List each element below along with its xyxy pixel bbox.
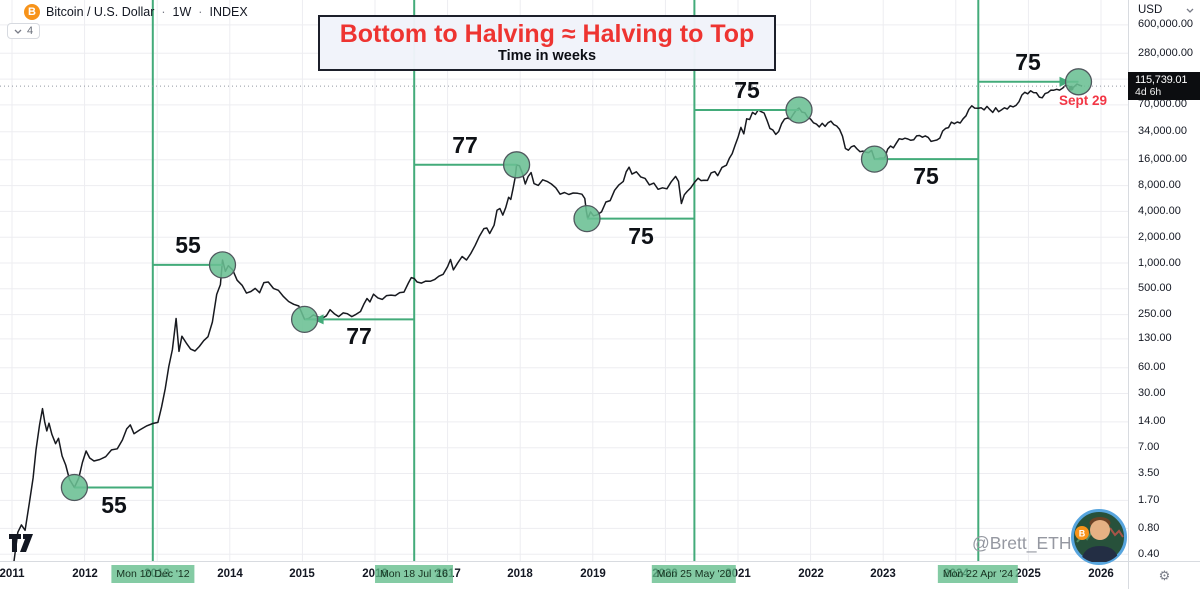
exchange-label: INDEX xyxy=(209,5,248,19)
axis-settings-corner[interactable]: ⚙ xyxy=(1128,562,1200,589)
price-tick-label: 8,000.00 xyxy=(1138,179,1181,191)
year-tick-label: 2012 xyxy=(72,568,98,580)
symbol-legend[interactable]: B Bitcoin / U.S. Dollar · 1W · INDEX xyxy=(24,4,248,20)
year-tick-label: 2019 xyxy=(580,568,606,580)
chevron-down-icon xyxy=(1186,8,1194,13)
subtitle-text: Time in weeks xyxy=(497,48,597,65)
year-tick-label: 2023 xyxy=(870,568,896,580)
price-tick-label: 34,000.00 xyxy=(1138,125,1187,137)
bitcoin-logo-icon: B xyxy=(24,4,40,20)
price-tick-label: 0.80 xyxy=(1138,522,1160,534)
price-tick-label: 60.00 xyxy=(1138,361,1166,373)
time-axis[interactable]: 2011201220132014201520162017201820192020… xyxy=(0,561,1200,589)
svg-text:B: B xyxy=(1079,529,1086,539)
price-tick-label: 250.00 xyxy=(1138,308,1172,320)
currency-label: USD xyxy=(1138,4,1163,16)
year-tick-label: 2022 xyxy=(798,568,824,580)
price-tick-label: 2,000.00 xyxy=(1138,231,1181,243)
gear-icon[interactable]: ⚙ xyxy=(1158,568,1171,583)
tradingview-logo[interactable] xyxy=(8,532,42,554)
price-tick-label: 500.00 xyxy=(1138,282,1172,294)
watermark-handle: @Brett_ETH xyxy=(972,533,1072,553)
separator-dot: · xyxy=(161,5,166,19)
year-tick-label: 2011 xyxy=(0,568,25,580)
price-tick-label: 7.00 xyxy=(1138,441,1160,453)
year-tick-label: 2015 xyxy=(289,568,315,580)
cycle-point-circle[interactable] xyxy=(1064,68,1093,96)
indicator-count: 4 xyxy=(27,25,34,37)
price-tick-label: 4,000.00 xyxy=(1138,205,1181,217)
halving-date-tag[interactable]: Mon 18 Jul '16 xyxy=(375,565,453,583)
chevron-down-icon xyxy=(14,29,22,34)
price-tick-label: 30.00 xyxy=(1138,387,1166,399)
price-tick-label: 0.40 xyxy=(1138,548,1160,560)
price-tick-label: 1,000.00 xyxy=(1138,257,1181,269)
price-tick-label: 600,000.00 xyxy=(1138,18,1194,30)
cycle-point-circle[interactable] xyxy=(860,145,889,173)
price-tick-labels: 600,000.00280,000.00140,000.0070,000.003… xyxy=(1129,0,1200,561)
avatar: B xyxy=(1071,509,1127,565)
price-tick-label: 130.00 xyxy=(1138,332,1172,344)
price-tick-label: 14.00 xyxy=(1138,415,1166,427)
year-tick-label: 2025 xyxy=(1015,568,1041,580)
price-tick-label: 70,000.00 xyxy=(1138,98,1187,110)
bar-countdown: 4d 6h xyxy=(1135,86,1162,98)
year-tick-label: 2026 xyxy=(1088,568,1114,580)
price-tick-label: 280,000.00 xyxy=(1138,47,1194,59)
cycle-point-circle[interactable] xyxy=(290,305,319,334)
price-tick-label: 1.70 xyxy=(1138,494,1160,506)
price-tick-label: 16,000.00 xyxy=(1138,153,1187,165)
year-tick-label: 2014 xyxy=(217,568,243,580)
halving-date-tag[interactable]: Mon 25 May '20 xyxy=(651,565,737,583)
cycle-point-circle[interactable] xyxy=(573,204,601,233)
year-tick-label: 2018 xyxy=(507,568,533,580)
price-curve xyxy=(13,83,1083,561)
title-annotation[interactable]: Bottom to Halving ≈ Halving to Top Time … xyxy=(318,15,776,71)
current-price-tag: 115,739.01 4d 6h xyxy=(1128,72,1200,100)
indicators-collapse-chip[interactable]: 4 xyxy=(7,23,41,39)
cycle-point-circle[interactable] xyxy=(785,96,813,124)
cycle-point-circle[interactable] xyxy=(502,151,531,179)
time-tick-labels: 2011201220132014201520162017201820192020… xyxy=(0,562,1128,589)
halving-date-tag[interactable]: Mon 10 Dec '12 xyxy=(111,565,195,583)
separator-dot: · xyxy=(198,5,203,19)
chart-canvas[interactable] xyxy=(0,0,1128,561)
currency-dropdown[interactable]: USD xyxy=(1129,0,1200,17)
current-price-value: 115,739.01 xyxy=(1135,74,1188,86)
interval-label: 1W xyxy=(172,5,192,19)
price-tick-label: 3.50 xyxy=(1138,467,1160,479)
cycle-point-circle[interactable] xyxy=(60,473,89,502)
symbol-title: Bitcoin / U.S. Dollar xyxy=(46,5,155,19)
halving-date-tag[interactable]: Mon 22 Apr '24 xyxy=(937,565,1019,583)
cycle-point-circle[interactable] xyxy=(208,251,237,279)
next-top-date: Sept 29 xyxy=(1058,93,1108,108)
title-text: Bottom to Halving ≈ Halving to Top xyxy=(339,19,755,48)
